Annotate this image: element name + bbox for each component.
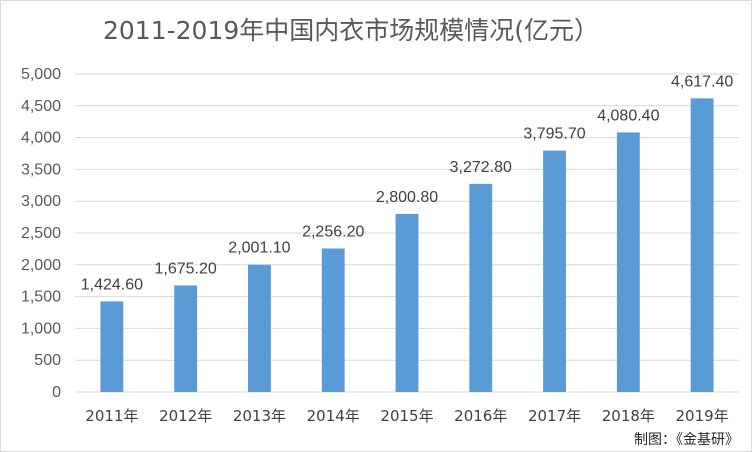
bar-data-label: 2,800.80 (376, 189, 438, 206)
bar-data-label: 2,001.10 (228, 240, 290, 257)
y-tick-label: 0 (52, 384, 61, 401)
y-tick-label: 2,000 (21, 257, 61, 274)
bar (321, 248, 345, 392)
bar-data-label: 4,617.40 (671, 73, 733, 90)
y-tick-label: 4,500 (21, 98, 61, 115)
x-tick-label: 2011年 (85, 407, 138, 425)
bar (248, 264, 271, 392)
bar (543, 150, 566, 392)
y-tick-label: 5,000 (21, 66, 61, 83)
bar (174, 285, 198, 392)
bar-data-label: 1,424.60 (81, 276, 143, 293)
bar-data-label: 1,675.20 (155, 260, 217, 277)
chart-credit: 制图：《金基研》 (634, 432, 739, 448)
y-tick-label: 1,000 (21, 320, 61, 337)
bar-data-label: 3,272.80 (450, 159, 512, 176)
bar (100, 301, 124, 392)
x-tick-label: 2016年 (454, 407, 507, 425)
bar-data-label: 2,256.20 (302, 224, 364, 241)
x-tick-label: 2017年 (528, 407, 581, 425)
chart-title: 2011-2019年中国内衣市场规模情况(亿元） (102, 16, 600, 45)
x-tick-label: 2013年 (233, 407, 286, 425)
y-tick-label: 3,500 (21, 161, 61, 178)
bar-data-label: 4,080.40 (597, 107, 659, 124)
bar (690, 98, 714, 392)
bar (616, 132, 640, 392)
x-tick-label: 2018年 (602, 407, 655, 425)
bar (395, 213, 419, 392)
x-tick-label: 2012年 (159, 407, 212, 425)
y-tick-label: 500 (34, 352, 61, 369)
bar (469, 183, 493, 392)
y-tick-label: 4,000 (21, 130, 61, 147)
y-tick-label: 3,000 (21, 193, 61, 210)
y-tick-label: 1,500 (21, 289, 61, 306)
bar-data-label: 3,795.70 (523, 126, 585, 143)
x-tick-label: 2019年 (676, 407, 729, 425)
x-tick-label: 2014年 (307, 407, 360, 425)
y-tick-label: 2,500 (21, 225, 61, 242)
x-tick-label: 2015年 (380, 407, 433, 425)
